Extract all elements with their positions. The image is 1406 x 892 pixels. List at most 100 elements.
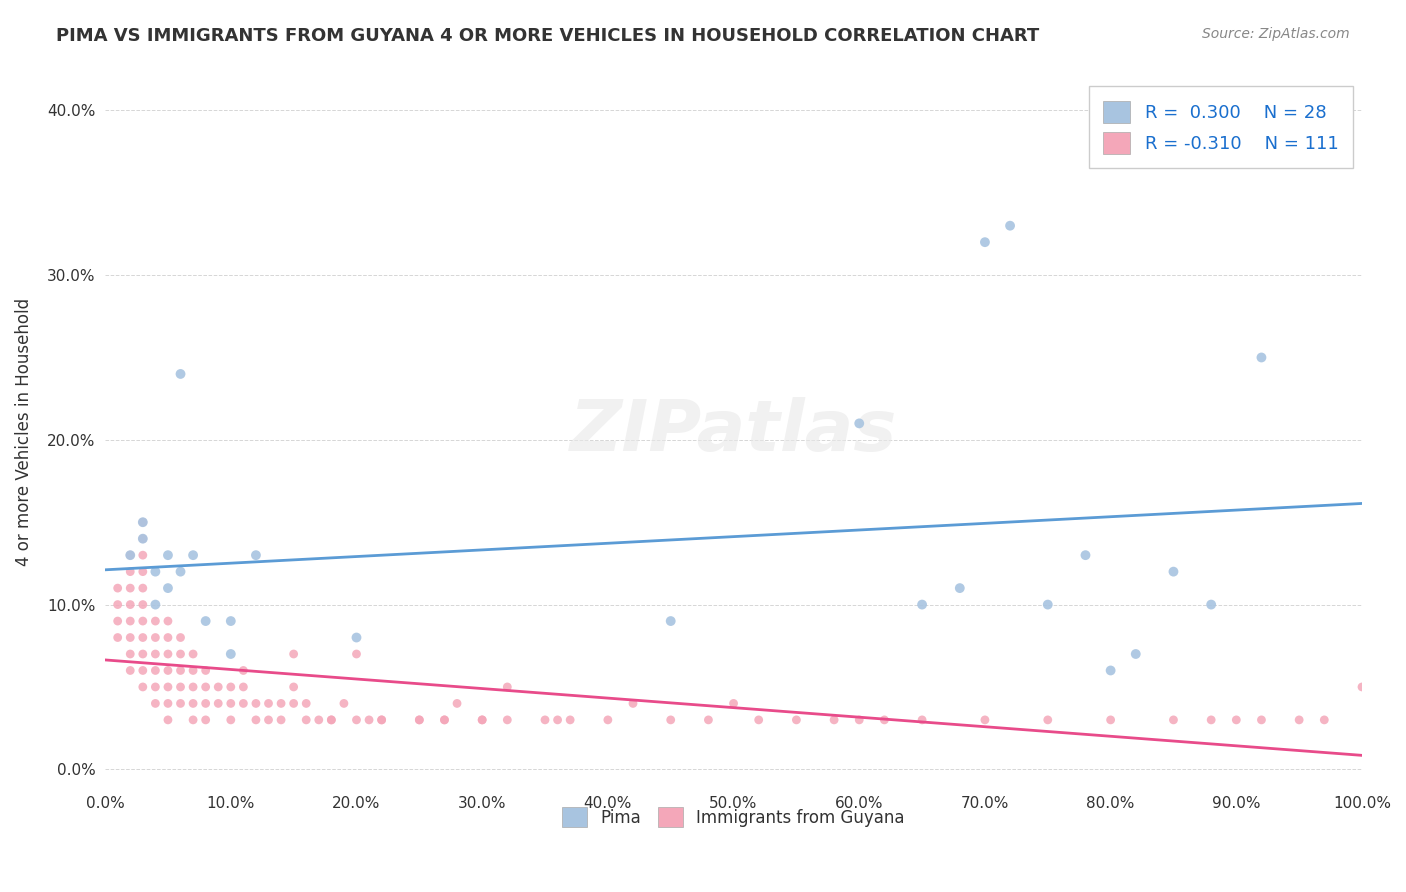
Point xyxy=(169,680,191,694)
Point xyxy=(156,713,179,727)
Point xyxy=(120,631,142,645)
Point xyxy=(270,713,292,727)
Point xyxy=(270,697,292,711)
Point xyxy=(697,713,720,727)
Point xyxy=(974,713,997,727)
Point xyxy=(107,631,129,645)
Point xyxy=(949,581,972,595)
Point xyxy=(1099,713,1122,727)
Point xyxy=(107,614,129,628)
Point xyxy=(534,713,557,727)
Point xyxy=(120,581,142,595)
Point xyxy=(145,680,167,694)
Point xyxy=(132,598,155,612)
Point xyxy=(321,713,343,727)
Point xyxy=(560,713,582,727)
Point xyxy=(169,647,191,661)
Point xyxy=(257,713,280,727)
Point xyxy=(181,697,204,711)
Point xyxy=(132,515,155,529)
Point xyxy=(132,532,155,546)
Point xyxy=(181,680,204,694)
Point xyxy=(370,713,392,727)
Point xyxy=(181,647,204,661)
Point xyxy=(283,647,305,661)
Point xyxy=(169,565,191,579)
Point xyxy=(848,417,870,431)
Point xyxy=(194,713,217,727)
Point xyxy=(333,697,356,711)
Point xyxy=(308,713,330,727)
Point xyxy=(321,713,343,727)
Point xyxy=(145,565,167,579)
Point xyxy=(169,664,191,678)
Point xyxy=(181,713,204,727)
Point xyxy=(194,664,217,678)
Point xyxy=(346,713,368,727)
Point xyxy=(232,697,254,711)
Point xyxy=(219,713,242,727)
Point xyxy=(232,664,254,678)
Point xyxy=(156,548,179,562)
Point xyxy=(207,680,229,694)
Point xyxy=(496,680,519,694)
Point xyxy=(1036,598,1059,612)
Point xyxy=(145,631,167,645)
Point xyxy=(107,598,129,612)
Point xyxy=(194,614,217,628)
Legend: Pima, Immigrants from Guyana: Pima, Immigrants from Guyana xyxy=(555,800,911,834)
Point xyxy=(471,713,494,727)
Point xyxy=(145,598,167,612)
Point xyxy=(547,713,569,727)
Point xyxy=(132,515,155,529)
Point xyxy=(257,697,280,711)
Point xyxy=(145,647,167,661)
Point xyxy=(496,713,519,727)
Point xyxy=(1250,713,1272,727)
Y-axis label: 4 or more Vehicles in Household: 4 or more Vehicles in Household xyxy=(15,298,32,566)
Point xyxy=(219,647,242,661)
Point xyxy=(823,713,845,727)
Point xyxy=(1288,713,1310,727)
Point xyxy=(911,598,934,612)
Point xyxy=(132,614,155,628)
Point xyxy=(346,631,368,645)
Point xyxy=(219,680,242,694)
Point xyxy=(156,647,179,661)
Point xyxy=(659,614,682,628)
Point xyxy=(1074,548,1097,562)
Point xyxy=(596,713,619,727)
Point xyxy=(132,680,155,694)
Point xyxy=(1163,565,1185,579)
Point xyxy=(156,631,179,645)
Point xyxy=(370,713,392,727)
Point xyxy=(295,697,318,711)
Point xyxy=(1313,713,1336,727)
Point xyxy=(873,713,896,727)
Point xyxy=(998,219,1021,233)
Point xyxy=(1099,664,1122,678)
Point xyxy=(132,664,155,678)
Point xyxy=(145,664,167,678)
Point xyxy=(471,713,494,727)
Point xyxy=(132,565,155,579)
Point xyxy=(132,532,155,546)
Point xyxy=(283,697,305,711)
Point xyxy=(120,548,142,562)
Point xyxy=(169,631,191,645)
Point xyxy=(283,680,305,694)
Point xyxy=(1125,647,1147,661)
Point xyxy=(169,697,191,711)
Point xyxy=(156,680,179,694)
Point xyxy=(1225,713,1247,727)
Point xyxy=(132,581,155,595)
Point xyxy=(232,680,254,694)
Point xyxy=(120,664,142,678)
Point xyxy=(156,581,179,595)
Point xyxy=(194,697,217,711)
Point xyxy=(219,697,242,711)
Point xyxy=(748,713,770,727)
Point xyxy=(245,697,267,711)
Point xyxy=(621,697,644,711)
Point xyxy=(132,647,155,661)
